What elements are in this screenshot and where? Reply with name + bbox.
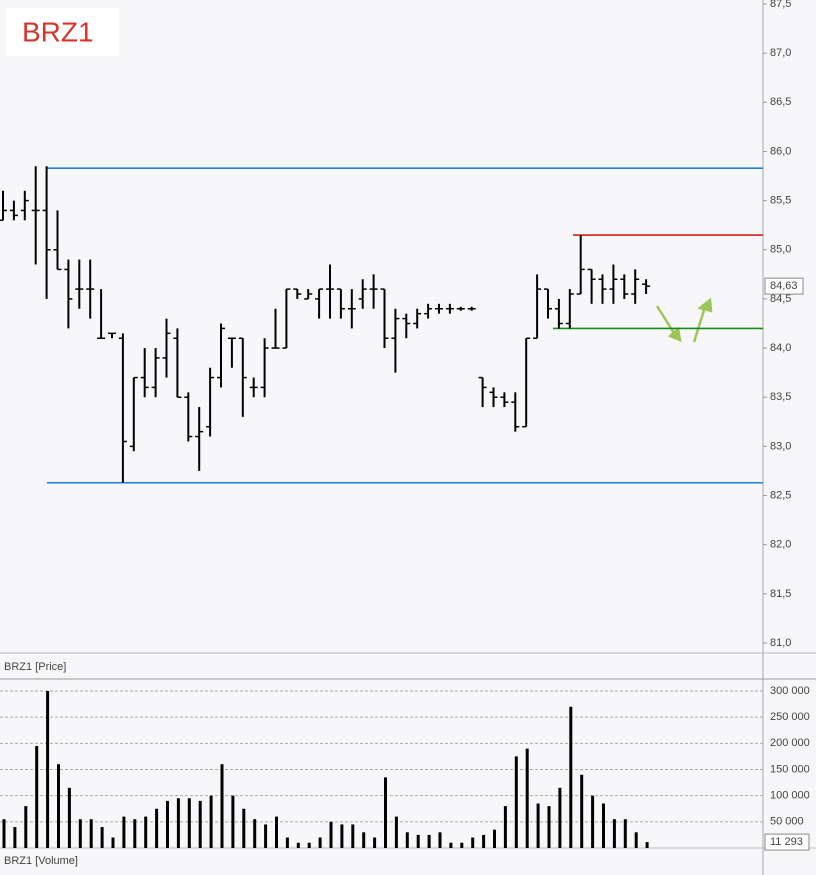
- y-tick-label: 85,0: [770, 244, 791, 256]
- y-tick-label: 82,0: [770, 539, 791, 551]
- arrows: [655, 297, 713, 343]
- title-box: [6, 8, 119, 56]
- last-price-label: 84,63: [770, 280, 798, 292]
- y-tick-label: 85,5: [770, 195, 791, 207]
- y-tick-label: 83,5: [770, 391, 791, 403]
- y-tick-label: 87,5: [770, 0, 791, 10]
- y-tick-label: 81,0: [770, 637, 791, 649]
- y2-tick-label: 300 000: [770, 685, 810, 697]
- volume-panel-label: BRZ1 [Volume]: [4, 855, 78, 867]
- y2-tick-label: 200 000: [770, 737, 810, 749]
- y2-tick-label: 100 000: [770, 790, 810, 802]
- y-tick-label: 84,5: [770, 293, 791, 305]
- y-tick-label: 84,0: [770, 342, 791, 354]
- y-tick-label: 82,5: [770, 489, 791, 501]
- last-volume-label: 11 293: [770, 836, 803, 848]
- y-tick-label: 86,0: [770, 145, 791, 157]
- last-volume-box: [764, 833, 810, 851]
- y-tick-label: 86,5: [770, 96, 791, 108]
- y2-tick-label: 150 000: [770, 763, 810, 775]
- chart-title: BRZ1: [22, 16, 94, 47]
- y-tick-label: 83,0: [770, 440, 791, 452]
- y-tick-label: 81,5: [770, 588, 791, 600]
- y2-tick-label: 50 000: [770, 816, 804, 828]
- price-panel-label: BRZ1 [Price]: [4, 661, 66, 673]
- y-tick-label: 87,0: [770, 47, 791, 59]
- y2-tick-label: 250 000: [770, 711, 810, 723]
- last-price-box: [764, 277, 804, 295]
